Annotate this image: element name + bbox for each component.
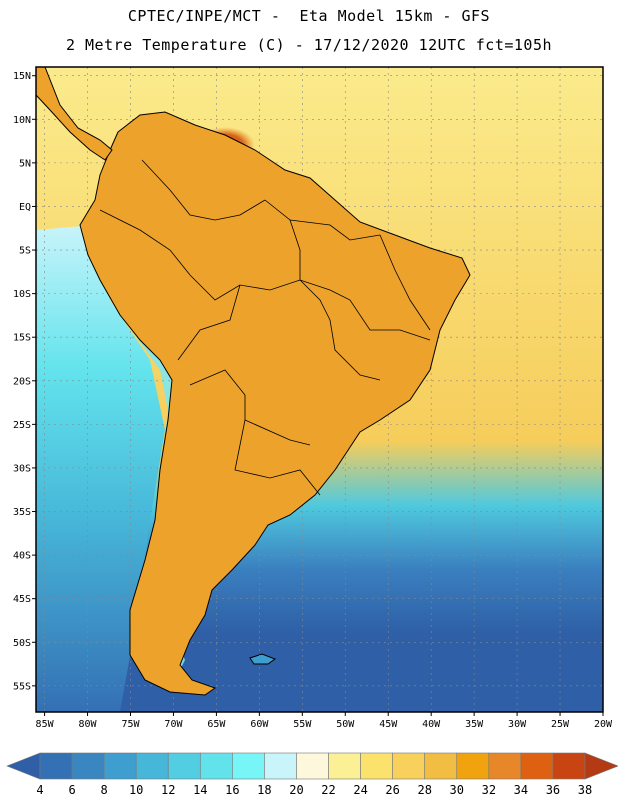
colorbar-label: 30 — [450, 783, 464, 797]
map-frame — [35, 66, 604, 713]
lat-tick-label: 15S — [13, 333, 31, 344]
colorbar-label: 36 — [546, 783, 560, 797]
longitude-axis: 85W 80W 75W 70W 65W 60W 55W 50W 45W 40W 35W 30W 25W 2… — [36, 712, 613, 730]
lat-tick-label: 5S — [19, 246, 31, 257]
colorbar-label: 28 — [417, 783, 431, 797]
colorbar-label: 12 — [161, 783, 175, 797]
lon-tick-label: 80W — [79, 719, 98, 730]
lon-tick-label: 70W — [164, 719, 183, 730]
lat-tick-label: 35S — [13, 507, 31, 518]
lat-tick-label: 5N — [19, 158, 31, 169]
colorbar-swatch — [39, 752, 73, 780]
colorbar-label: 26 — [385, 783, 399, 797]
map-area — [36, 67, 603, 712]
lon-tick-label: 60W — [250, 719, 269, 730]
pacific-cool-region — [36, 225, 165, 712]
colorbar-swatch — [520, 752, 554, 780]
lat-tick-label: 10S — [13, 289, 31, 300]
lat-tick-label: 20S — [13, 376, 31, 387]
lon-tick-label: 85W — [36, 719, 55, 730]
colorbar-swatch — [360, 752, 393, 780]
colorbar-label: 20 — [289, 783, 303, 797]
colorbar-arrow-left — [6, 752, 41, 780]
colorbar-swatch — [296, 752, 329, 780]
colorbar-swatch — [456, 752, 490, 780]
colorbar-swatch — [103, 752, 137, 780]
lon-tick-label: 35W — [465, 719, 484, 730]
lon-tick-label: 75W — [121, 719, 140, 730]
colorbar-label: 8 — [101, 783, 108, 797]
colorbar-swatch — [199, 752, 233, 780]
lat-tick-label: 15N — [13, 71, 31, 82]
colorbar: 4 6 8 10 12 14 16 18 20 22 24 26 28 30 32 34 36 38 — [6, 752, 618, 797]
lon-tick-label: 50W — [336, 719, 355, 730]
lon-tick-label: 30W — [508, 719, 527, 730]
colorbar-label: 24 — [353, 783, 367, 797]
title-line-1: CPTEC/INPE/MCT - Eta Model 15km - GFS — [127, 7, 491, 25]
colorbar-swatch — [424, 752, 458, 780]
lat-tick-label: 10N — [13, 115, 31, 126]
colorbar-swatch — [264, 752, 297, 780]
country-borders — [99, 159, 431, 496]
lat-tick-label: 55S — [13, 681, 31, 692]
lat-tick-label: 45S — [13, 594, 31, 605]
colorbar-swatch — [488, 752, 522, 780]
colorbar-label: 10 — [129, 783, 143, 797]
colorbar-swatch — [552, 752, 586, 780]
colorbar-swatch — [167, 752, 201, 780]
lat-tick-label: 40S — [13, 551, 31, 562]
colorbar-label: 18 — [257, 783, 271, 797]
lat-tick-label: 50S — [13, 638, 31, 649]
title-line-2: 2 Metre Temperature (C) - 17/12/2020 12U… — [65, 36, 553, 54]
lon-tick-label: 65W — [207, 719, 226, 730]
colorbar-label: 32 — [482, 783, 496, 797]
lon-tick-label: 45W — [379, 719, 398, 730]
lat-tick-label: EQ — [19, 202, 31, 213]
colorbar-label: 16 — [225, 783, 239, 797]
colorbar-swatch — [71, 752, 105, 780]
lat-tick-label: 30S — [13, 463, 31, 474]
lon-tick-label: 20W — [594, 719, 613, 730]
colorbar-swatch — [392, 752, 426, 780]
colorbar-swatch — [232, 752, 265, 780]
lon-tick-label: 55W — [293, 719, 312, 730]
lon-tick-label: 40W — [422, 719, 441, 730]
latitude-axis: 15N 10N 5N EQ 5S 10S 15S 20S 25S 30S 35S 40S 45S 50S 5… — [13, 71, 36, 692]
colorbar-label: 14 — [193, 783, 207, 797]
colorbar-label: 22 — [321, 783, 335, 797]
colorbar-label: 38 — [578, 783, 592, 797]
falkland-islands — [249, 653, 277, 665]
colorbar-label: 34 — [514, 783, 528, 797]
colorbar-arrow-right — [584, 752, 618, 780]
lat-tick-label: 25S — [13, 420, 31, 431]
colorbar-label: 6 — [68, 783, 75, 797]
colorbar-swatch — [135, 752, 169, 780]
colorbar-label: 4 — [36, 783, 43, 797]
colorbar-swatch — [328, 752, 361, 780]
lon-tick-label: 25W — [551, 719, 570, 730]
